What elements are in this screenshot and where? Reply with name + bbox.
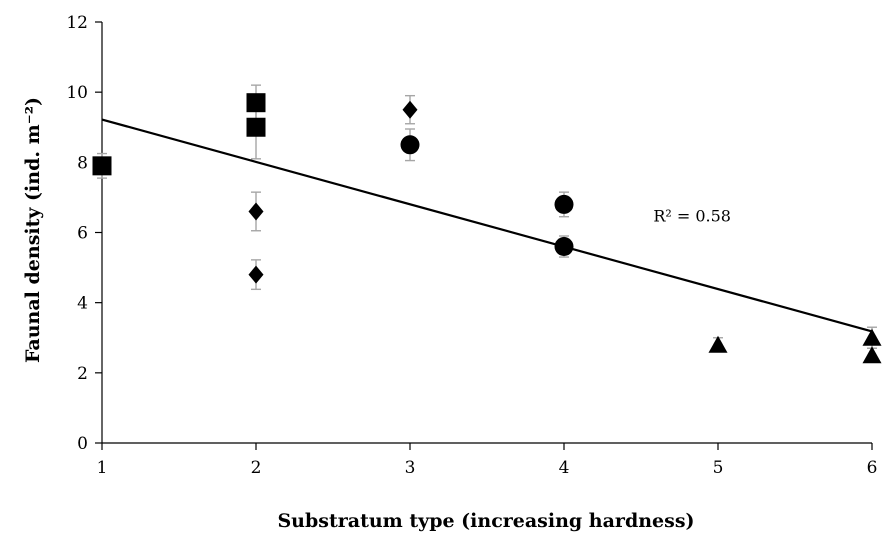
r-squared-label: R² = 0.58 (653, 206, 731, 225)
square-point (246, 93, 266, 113)
y-tick-label: 12 (66, 13, 88, 33)
x-tick-label: 3 (405, 458, 416, 478)
diamond-point (402, 100, 418, 119)
trendline-group (101, 118, 873, 333)
square-point (92, 156, 112, 176)
x-tick-label: 5 (713, 458, 724, 478)
x-tick-label: 4 (559, 458, 570, 478)
x-axis-title: Substratum type (increasing hardness) (277, 510, 694, 532)
circle-point (554, 237, 574, 257)
diamond-point (248, 202, 264, 221)
square-point (246, 117, 266, 137)
x-axis-ticks: 1 2 3 4 5 6 (97, 443, 878, 478)
y-tick-label: 2 (77, 364, 88, 384)
y-tick-label: 8 (77, 153, 88, 173)
x-tick-label: 6 (867, 458, 878, 478)
y-tick-label: 0 (77, 434, 88, 454)
y-tick-label: 4 (77, 294, 88, 314)
trendline (101, 118, 873, 333)
error-bars (97, 84, 877, 364)
y-tick-label: 10 (66, 83, 88, 103)
axes (101, 22, 872, 444)
triangle-point (862, 346, 882, 364)
triangle-point (862, 328, 882, 346)
circle-point (400, 135, 420, 155)
circle-point (554, 194, 574, 214)
triangle-point (708, 335, 728, 353)
y-axis-title: Faunal density (ind. m⁻²) (22, 97, 44, 363)
data-points (92, 93, 882, 364)
diamond-point (248, 265, 264, 284)
x-tick-label: 2 (251, 458, 262, 478)
y-tick-label: 6 (77, 224, 88, 244)
x-tick-label: 1 (97, 458, 108, 478)
y-axis-ticks: 0 2 4 6 8 10 12 (66, 13, 102, 454)
